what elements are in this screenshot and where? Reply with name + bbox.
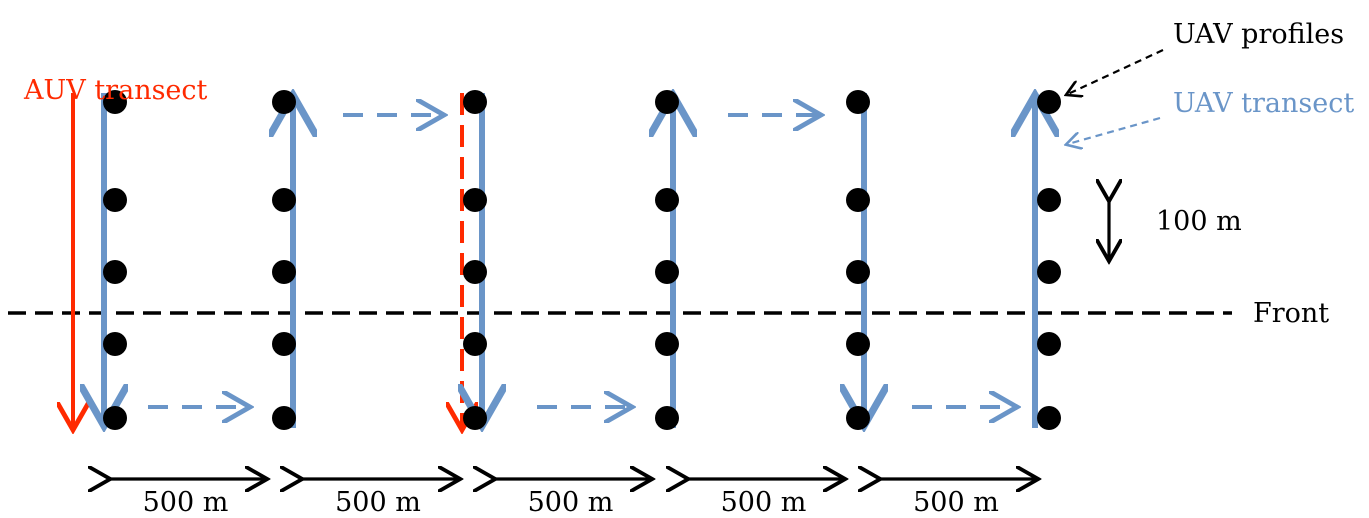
uav-transects: [104, 93, 1035, 428]
uav-profile-dot: [846, 332, 870, 356]
uav-profiles-pointer: [1068, 49, 1164, 94]
uav-profile-dot: [1037, 188, 1061, 212]
uav-profile-dot: [103, 188, 127, 212]
front-label: Front: [1253, 298, 1329, 329]
uav-profile-dot: [103, 406, 127, 430]
uav-profile-dot: [1037, 260, 1061, 284]
uav-profile-dot: [1037, 332, 1061, 356]
uav-profile-dot: [655, 188, 679, 212]
uav-profile-dot: [1037, 406, 1061, 430]
uav-profile-dot: [272, 90, 296, 114]
uav-transect-pointer: [1068, 116, 1161, 144]
uav-profile-dot: [846, 188, 870, 212]
uav-profile-dot: [655, 406, 679, 430]
uav-profile-dot: [846, 406, 870, 430]
uav-profile-dot: [463, 188, 487, 212]
uav-profile-dot: [846, 90, 870, 114]
auv-transect-label: AUV transect: [23, 75, 208, 106]
uav-transect-label: UAV transect: [1173, 88, 1354, 119]
uav-profile-dot: [463, 406, 487, 430]
horizontal-spacing-label: 500 m: [913, 487, 999, 518]
spacing-arrows: 500 m 500 m 500 m 500 m 500 m: [107, 479, 1035, 518]
uav-profile-dot: [655, 90, 679, 114]
uav-profile-dot: [103, 332, 127, 356]
uav-profiles-label: UAV profiles: [1173, 19, 1344, 50]
profile-dots: [103, 90, 1061, 430]
uav-profile-dot: [272, 406, 296, 430]
uav-profile-dot: [272, 332, 296, 356]
uav-profile-dot: [846, 260, 870, 284]
horizontal-spacing-label: 500 m: [335, 487, 421, 518]
uav-profile-dot: [655, 332, 679, 356]
uav-connectors: [148, 115, 1013, 407]
vertical-spacing-label: 100 m: [1156, 206, 1242, 237]
uav-profile-dot: [463, 332, 487, 356]
horizontal-spacing-label: 500 m: [528, 487, 614, 518]
horizontal-spacing-label: 500 m: [721, 487, 807, 518]
uav-profile-dot: [272, 260, 296, 284]
uav-profile-dot: [272, 188, 296, 212]
uav-profile-dot: [463, 90, 487, 114]
horizontal-spacing-label: 500 m: [143, 487, 229, 518]
uav-profile-dot: [103, 260, 127, 284]
uav-profile-dot: [1037, 90, 1061, 114]
uav-profile-dot: [655, 260, 679, 284]
uav-profile-dot: [103, 90, 127, 114]
uav-profile-dot: [463, 260, 487, 284]
